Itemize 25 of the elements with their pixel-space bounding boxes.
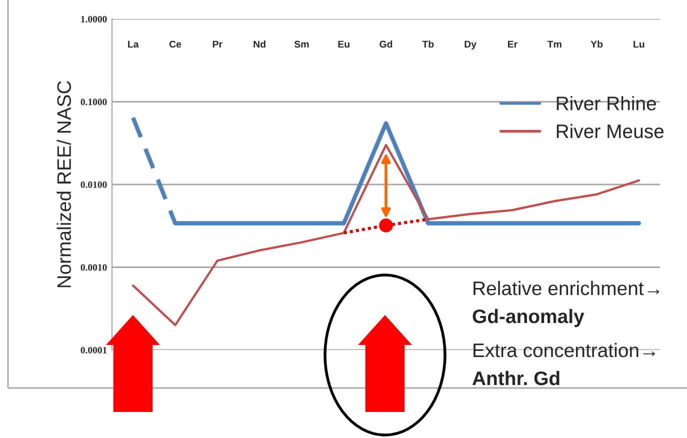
x-tick-label: Ce: [169, 40, 182, 48]
legend-label: River Meuse: [556, 124, 664, 138]
y-tick-label: 0.1000: [80, 98, 107, 106]
legend-label: River Rhine: [556, 96, 656, 110]
x-tick-label: Sm: [294, 40, 309, 48]
x-tick-label: Tm: [547, 40, 562, 48]
x-tick-label: Nd: [254, 40, 266, 48]
y-axis-title: Normalized REE/ NASC: [56, 80, 72, 288]
x-tick-label: Dy: [464, 40, 476, 50]
y-tick-label: 0.0010: [80, 264, 107, 271]
y-tick-label: 0.0100: [80, 181, 107, 188]
x-tick-label: Er: [508, 40, 518, 48]
x-tick-label: Eu: [338, 40, 350, 48]
x-tick-label: La: [128, 40, 139, 48]
y-tick-label: 0.0001: [80, 346, 107, 354]
x-tick-label: Tb: [422, 40, 434, 48]
annotation: Gd-anomaly: [472, 308, 584, 328]
text: Anthr. Gd: [472, 370, 560, 386]
x-tick-label: Lu: [634, 40, 644, 48]
annotation: Extra concentration→: [474, 342, 656, 358]
x-tick-label: Yb: [590, 40, 603, 48]
x-tick-label: Gd: [380, 40, 392, 48]
annotation: Relative enrichment→: [474, 280, 660, 296]
x-tick-label: Pr: [212, 40, 222, 48]
y-tick-label: 1.0000: [81, 16, 107, 23]
